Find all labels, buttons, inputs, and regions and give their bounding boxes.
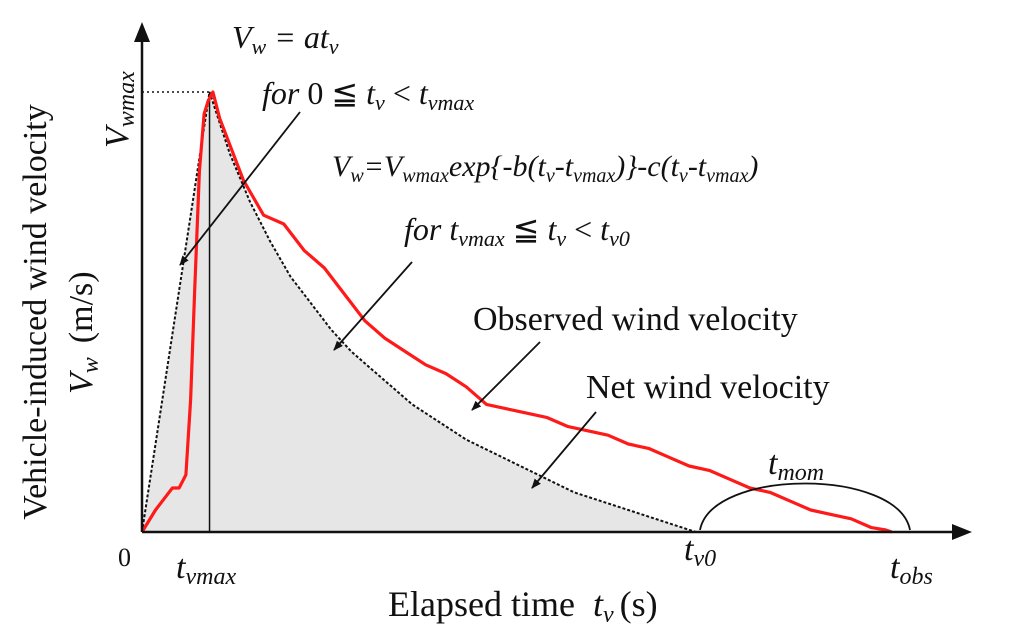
- net-wind-velocity-area: [142, 92, 696, 532]
- observed-series-label: Observed wind velocity: [473, 301, 798, 338]
- y-tick-sub: wmax: [114, 71, 140, 127]
- x-tick-main: t: [684, 531, 695, 568]
- net-wind-velocity-line: [141, 91, 697, 533]
- x-tick-main: t: [890, 549, 901, 586]
- x-tick-tvmax: tvmax: [176, 549, 236, 590]
- y-axis-label-var: Vw(m/s): [63, 271, 104, 394]
- origin-label: 0: [118, 543, 131, 572]
- x-axis-arrow-icon: [952, 524, 972, 540]
- equation-exponential-condition: for tvmax ≦ tv < tv0: [404, 211, 630, 251]
- eq1-arrow: [179, 111, 301, 266]
- equation-exponential: Vw=Vwmaxexp{-b(tv-tvmax)}-c(tv-tvmax): [332, 150, 758, 187]
- x-tick-sub: v0: [693, 546, 716, 572]
- tmom-bracket: [699, 482, 911, 531]
- x-axis-label: Elapsed time tv (s): [388, 584, 658, 624]
- observed-arrow: [471, 341, 541, 411]
- y-axis-label: Vehicle-induced wind velocity: [17, 104, 54, 519]
- x-axis-label-unit: (s): [620, 584, 658, 624]
- net-series-label: Net wind velocity: [586, 369, 830, 406]
- x-tick-main: t: [176, 549, 187, 586]
- y-axis-arrow-icon: [134, 22, 150, 42]
- x-axis-label-sub: v: [603, 602, 614, 624]
- y-axis-unit: (m/s): [63, 271, 100, 343]
- x-tick-sub: obs: [899, 564, 932, 590]
- y-tick-vwmax: Vwmax: [99, 71, 140, 148]
- equation-linear-condition: for 0 ≦ tv < tvmax: [262, 75, 474, 115]
- eq2-arrow: [333, 261, 413, 351]
- y-axis-var-sub: w: [78, 357, 104, 373]
- tmom-label: tmom: [768, 445, 824, 486]
- x-axis-label-var: t: [593, 584, 604, 624]
- x-axis-label-text: Elapsed time: [388, 584, 575, 624]
- net-arrow: [531, 411, 597, 489]
- x-tick-tv0: tv0: [684, 531, 716, 572]
- x-tick-sub: vmax: [185, 564, 236, 590]
- x-tick-tobs: tobs: [890, 549, 933, 590]
- equation-linear: Vw = atv: [232, 19, 339, 59]
